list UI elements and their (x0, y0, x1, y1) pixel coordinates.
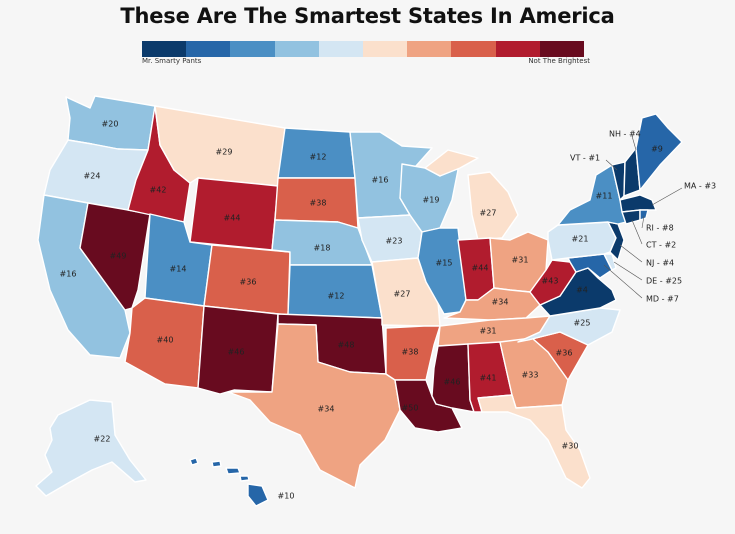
legend-swatch-7 (407, 41, 452, 57)
callout-nj: NJ - #4 (646, 259, 674, 268)
label-tn: #31 (480, 327, 497, 336)
state-fl[interactable] (477, 394, 591, 489)
label-ms: #46 (444, 378, 461, 387)
label-tx: #34 (318, 405, 335, 414)
label-mo: #27 (394, 290, 411, 299)
label-la: #50 (402, 404, 419, 413)
label-nm: #46 (228, 348, 245, 357)
callout-md: MD - #7 (646, 295, 679, 304)
label-ne: #18 (314, 244, 331, 253)
state-tx[interactable] (227, 323, 401, 489)
callout-ri: RI - #8 (646, 224, 674, 233)
callout-ma: MA - #3 (684, 182, 716, 191)
color-legend (142, 41, 585, 57)
leader-nj (619, 244, 643, 263)
label-il: #15 (436, 259, 453, 268)
label-sd: #38 (310, 199, 327, 208)
label-oh: #31 (512, 256, 529, 265)
state-la[interactable] (394, 379, 463, 433)
label-ok: #48 (338, 341, 355, 350)
label-in: #44 (472, 264, 489, 273)
label-sc: #36 (556, 349, 573, 358)
callout-nh: NH - #4 (609, 130, 641, 139)
legend-swatch-10 (539, 41, 585, 57)
legend-swatch-9 (495, 41, 540, 57)
label-mt: #29 (216, 148, 233, 157)
label-ga: #33 (522, 371, 539, 380)
callout-vt: VT - #1 (570, 154, 600, 163)
state-nc[interactable] (517, 307, 621, 346)
leader-md (603, 264, 643, 299)
state-ak[interactable] (35, 399, 147, 497)
leader-vt (605, 159, 618, 171)
label-pa: #21 (572, 235, 589, 244)
legend-swatch-1 (142, 41, 187, 57)
label-ny: #11 (596, 192, 613, 201)
label-or: #24 (84, 172, 101, 181)
legend-swatch-2 (186, 41, 231, 57)
state-ma[interactable] (619, 194, 657, 213)
leader-ma (651, 187, 683, 206)
label-ks: #12 (328, 292, 345, 301)
legend-swatch-3 (230, 41, 275, 57)
label-mi: #27 (480, 209, 497, 218)
legend-swatch-8 (451, 41, 496, 57)
label-wv: #43 (542, 277, 559, 286)
label-id: #42 (150, 186, 167, 195)
leader-ri (641, 215, 645, 229)
label-hi: #10 (278, 492, 295, 501)
leader-ct (631, 219, 643, 245)
page-title: These Are The Smartest States In America (120, 4, 615, 28)
legend-high-label: Not The Brightest (528, 57, 590, 65)
legend-swatch-4 (274, 41, 319, 57)
label-wy: #44 (224, 214, 241, 223)
state-hi[interactable] (189, 457, 269, 507)
label-ak: #22 (94, 435, 111, 444)
label-nv: #49 (110, 252, 127, 261)
label-nc: #25 (574, 319, 591, 328)
label-ia: #23 (386, 237, 403, 246)
state-de[interactable] (603, 253, 617, 271)
label-ky: #34 (492, 298, 509, 307)
callout-ct: CT - #2 (646, 241, 676, 250)
label-ca: #16 (60, 270, 77, 279)
label-fl: #30 (562, 442, 579, 451)
legend-low-label: Mr. Smarty Pants (142, 57, 202, 65)
legend-swatch-5 (318, 41, 364, 57)
label-az: #40 (157, 336, 174, 345)
state-ri[interactable] (639, 209, 649, 221)
label-mn: #16 (372, 176, 389, 185)
state-me[interactable] (635, 113, 683, 191)
label-nd: #12 (310, 153, 327, 162)
label-ut: #14 (170, 265, 187, 274)
state-mi[interactable] (424, 149, 519, 241)
label-al: #41 (480, 374, 497, 383)
label-co: #36 (240, 278, 257, 287)
callout-de: DE - #25 (646, 277, 682, 286)
leader-de (613, 261, 643, 281)
leader-nh (631, 135, 637, 151)
label-wa: #20 (102, 120, 119, 129)
label-wi: #19 (423, 196, 440, 205)
label-ar: #38 (402, 348, 419, 357)
label-me: #9 (651, 145, 663, 154)
state-ct[interactable] (621, 209, 641, 225)
legend-swatch-6 (363, 41, 408, 57)
state-ar[interactable] (385, 325, 441, 381)
label-va: #4 (576, 286, 588, 295)
